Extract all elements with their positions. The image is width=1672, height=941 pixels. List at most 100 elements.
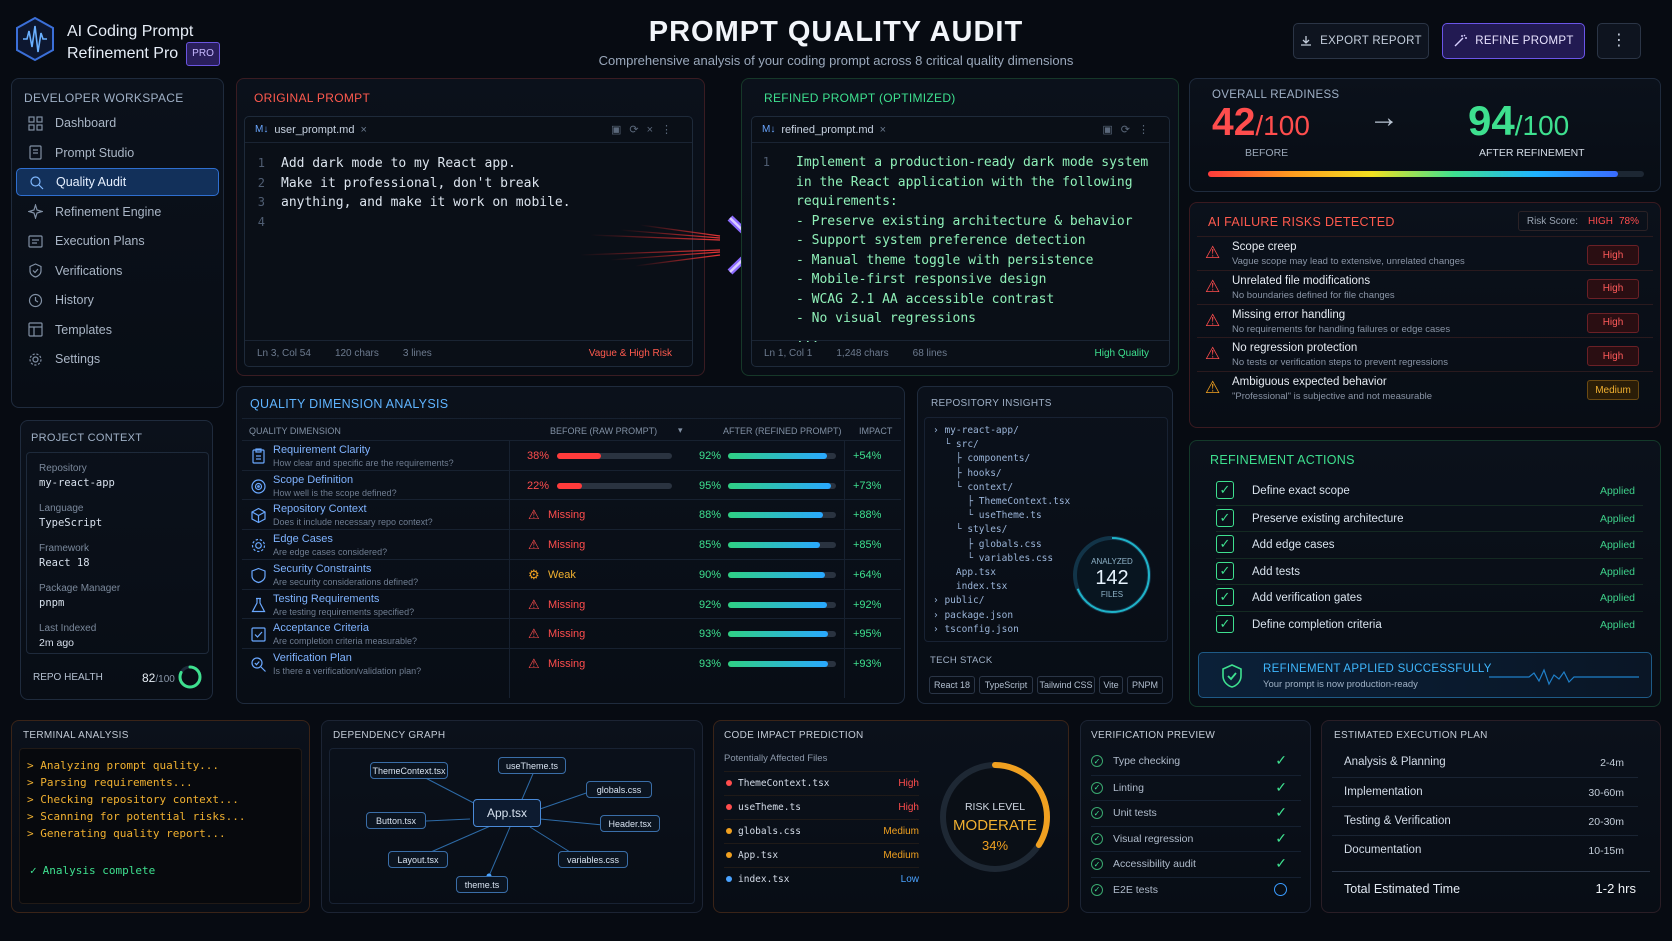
impact-file-row[interactable]: globals.css Medium xyxy=(724,819,919,843)
verification-row[interactable]: ✓ E2E tests xyxy=(1091,876,1301,903)
tree-item[interactable]: ├ components/ xyxy=(933,453,1031,465)
more-menu-button[interactable]: ⋮ xyxy=(1597,23,1641,59)
impact-file-row[interactable]: index.tsx Low xyxy=(724,867,919,891)
sidebar-item-prompt-studio[interactable]: Prompt Studio xyxy=(16,139,219,167)
risk-title: Scope creep xyxy=(1232,241,1297,253)
graph-node[interactable]: theme.ts xyxy=(456,876,508,893)
quality-row[interactable]: Edge Cases Are edge cases considered? ⚠ Mis… xyxy=(242,529,901,560)
graph-node[interactable]: variables.css xyxy=(558,851,628,868)
impact-file-name: index.tsx xyxy=(738,874,790,885)
quality-row[interactable]: Verification Plan Is there a verification… xyxy=(242,647,901,679)
export-report-button[interactable]: EXPORT REPORT xyxy=(1293,23,1429,59)
sidebar-item-templates[interactable]: Templates xyxy=(16,316,219,344)
overall-readiness-panel: OVERALL READINESS 42/100 BEFORE → 94/100… xyxy=(1189,78,1661,192)
tree-item[interactable]: └ styles/ xyxy=(933,524,1008,536)
graph-node[interactable]: Header.tsx xyxy=(600,815,660,832)
tree-item[interactable]: › public/ xyxy=(933,595,985,607)
tree-item[interactable]: └ variables.css xyxy=(933,552,1054,564)
graph-node[interactable]: useTheme.ts xyxy=(498,757,566,774)
page-title: PROMPT QUALITY AUDIT xyxy=(648,16,1024,48)
risk-row[interactable]: ⚠ Unrelated file modifications No boundari… xyxy=(1197,269,1653,304)
sort-icon[interactable]: ▾ xyxy=(678,425,683,435)
tree-item[interactable]: ├ globals.css xyxy=(933,538,1042,550)
risk-row[interactable]: ⚠ No regression protection No tests or ver… xyxy=(1197,337,1653,371)
checkbox-checked-icon[interactable]: ✓ xyxy=(1216,614,1234,633)
tree-item[interactable]: › my-react-app/ xyxy=(933,425,1019,436)
sidebar-item-quality-audit[interactable]: Quality Audit xyxy=(16,168,219,196)
warning-icon: ⚠ xyxy=(1205,243,1221,262)
original-editor[interactable]: M↓ user_prompt.md × ▣⟳×⋮ 1 2 3 4 Add dark m… xyxy=(244,116,693,367)
tree-item[interactable]: └ context/ xyxy=(933,481,1014,493)
analyzed-files-ring xyxy=(1073,536,1151,614)
action-row[interactable]: ✓ Add tests Applied xyxy=(1216,557,1643,584)
tree-item[interactable]: └ src/ xyxy=(933,439,979,451)
quality-row[interactable]: Acceptance Criteria Are completion criter… xyxy=(242,618,901,649)
verification-row[interactable]: ✓ Accessibility audit ✓ xyxy=(1091,851,1301,877)
quality-row[interactable]: Scope Definition How well is the scope de… xyxy=(242,469,901,501)
app-name-line1: AI Coding Prompt xyxy=(67,23,194,40)
shield-check-icon xyxy=(1222,664,1242,688)
risk-row[interactable]: ⚠ Ambiguous expected behavior "Professiona… xyxy=(1197,371,1653,405)
sidebar-item-dashboard[interactable]: Dashboard xyxy=(16,109,219,137)
tree-item[interactable]: App.tsx xyxy=(933,567,996,579)
after-bar xyxy=(728,453,836,459)
editor-toolbar-icons[interactable]: ▣⟳×⋮ xyxy=(610,124,680,136)
quality-row[interactable]: Requirement Clarity How clear and specifi… xyxy=(242,440,901,471)
action-row[interactable]: ✓ Add verification gates Applied xyxy=(1216,584,1643,610)
tree-item[interactable]: index.tsx xyxy=(933,581,1008,593)
col-before[interactable]: BEFORE (RAW PROMPT) xyxy=(550,426,658,436)
action-row[interactable]: ✓ Add edge cases Applied xyxy=(1216,531,1643,557)
refine-prompt-button[interactable]: REFINE PROMPT xyxy=(1442,23,1585,59)
original-file-tab[interactable]: M↓ user_prompt.md × ▣⟳×⋮ xyxy=(245,117,692,143)
sidebar-item-verifications[interactable]: Verifications xyxy=(16,257,219,285)
editor-toolbar-icons[interactable]: ▣⟳⋮ xyxy=(1102,124,1157,136)
tree-item[interactable]: ├ hooks/ xyxy=(933,467,1002,479)
graph-node-center[interactable]: App.tsx xyxy=(473,799,541,827)
graph-canvas[interactable]: App.tsx ThemeContext.tsx useTheme.ts glo… xyxy=(329,748,695,904)
graph-node[interactable]: Button.tsx xyxy=(366,812,426,829)
action-row[interactable]: ✓ Define completion criteria Applied xyxy=(1216,610,1643,637)
risk-row[interactable]: ⚠ Scope creep Vague scope may lead to exte… xyxy=(1197,236,1653,270)
action-status: Applied xyxy=(1599,512,1635,525)
refined-file-tab[interactable]: M↓ refined_prompt.md × ▣⟳⋮ xyxy=(752,117,1169,143)
close-tab-icon[interactable]: × xyxy=(879,123,887,136)
refined-editor[interactable]: M↓ refined_prompt.md × ▣⟳⋮ 1 Implement a… xyxy=(751,116,1170,367)
checkmark-icon: ✓ xyxy=(1275,752,1287,768)
before-status: Missing xyxy=(548,628,586,641)
sidebar-item-refinement-engine[interactable]: Refinement Engine xyxy=(16,198,219,226)
checkbox-checked-icon[interactable]: ✓ xyxy=(1216,535,1234,553)
verification-row[interactable]: ✓ Linting ✓ xyxy=(1091,774,1301,801)
terminal-output[interactable]: > Analyzing prompt quality... > Parsing r… xyxy=(19,748,302,904)
file-tree-text[interactable]: › my-react-app/ └ src/ ├ components/ ├ h… xyxy=(933,424,1070,637)
checkbox-checked-icon[interactable]: ✓ xyxy=(1216,481,1234,499)
sidebar-item-history[interactable]: History xyxy=(16,286,219,314)
impact-file-row[interactable]: useTheme.ts High xyxy=(724,795,919,819)
action-row[interactable]: ✓ Define exact scope Applied xyxy=(1216,478,1643,504)
checkbox-checked-icon[interactable]: ✓ xyxy=(1216,561,1234,580)
risk-row[interactable]: ⚠ Missing error handling No requirements f… xyxy=(1197,303,1653,338)
tree-item[interactable]: › package.json xyxy=(933,609,1014,621)
checkbox-checked-icon[interactable]: ✓ xyxy=(1216,508,1234,527)
graph-node[interactable]: globals.css xyxy=(586,781,652,798)
graph-node[interactable]: ThemeContext.tsx xyxy=(370,762,448,779)
checkbox-checked-icon[interactable]: ✓ xyxy=(1216,588,1234,606)
action-row[interactable]: ✓ Preserve existing architecture Applied xyxy=(1216,504,1643,531)
verification-row[interactable]: ✓ Unit tests ✓ xyxy=(1091,800,1301,826)
quality-row[interactable]: Testing Requirements Are testing requirem… xyxy=(242,588,901,620)
close-tab-icon[interactable]: × xyxy=(360,123,367,136)
original-code[interactable]: Add dark mode to my React app. Make it pr… xyxy=(281,154,571,232)
verification-row[interactable]: ✓ Visual regression ✓ xyxy=(1091,825,1301,852)
impact-file-row[interactable]: App.tsx Medium xyxy=(724,843,919,867)
quality-row[interactable]: Security Constraints Are security conside… xyxy=(242,558,901,590)
tree-item[interactable]: └ useTheme.ts xyxy=(933,510,1042,522)
verification-row[interactable]: ✓ Type checking ✓ xyxy=(1091,749,1301,775)
tree-item[interactable]: ├ ThemeContext.tsx xyxy=(933,496,1071,508)
sidebar-item-settings[interactable]: Settings xyxy=(16,345,219,373)
quality-row[interactable]: Repository Context Does it include necess… xyxy=(242,499,901,530)
file-tree[interactable]: › my-react-app/ └ src/ ├ components/ ├ h… xyxy=(924,417,1168,642)
refined-code[interactable]: Implement a production-ready dark mode s… xyxy=(796,153,1148,348)
sidebar-item-execution-plans[interactable]: Execution Plans xyxy=(16,227,219,255)
tree-item[interactable]: › tsconfig.json xyxy=(933,623,1019,635)
impact-file-row[interactable]: ThemeContext.tsx High xyxy=(724,771,919,795)
graph-node[interactable]: Layout.tsx xyxy=(388,851,448,868)
